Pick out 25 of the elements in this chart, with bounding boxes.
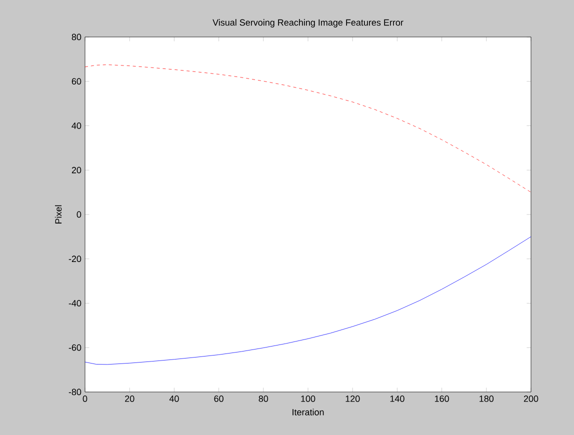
line-series bbox=[85, 64, 531, 192]
line-series bbox=[85, 236, 531, 365]
y-tick-label: -80 bbox=[68, 388, 82, 396]
y-tick-label: -20 bbox=[68, 256, 82, 262]
x-tick-label: 60 bbox=[214, 396, 224, 402]
y-tick-label: 80 bbox=[72, 34, 82, 40]
x-tick-label: 40 bbox=[169, 396, 179, 402]
x-tick-label: 120 bbox=[346, 396, 360, 402]
y-tick-label: 40 bbox=[72, 122, 82, 129]
y-axis-title: Pixel bbox=[54, 205, 62, 224]
x-tick-label: 100 bbox=[301, 396, 316, 402]
x-axis-title: Iteration bbox=[292, 408, 324, 416]
y-tick-label: 60 bbox=[72, 78, 82, 85]
x-tick-label: 0 bbox=[82, 396, 88, 402]
chart-title: Visual Servoing Reaching Image Features Error bbox=[212, 19, 404, 28]
x-tick-label: 180 bbox=[480, 396, 494, 402]
y-tick-label: -40 bbox=[68, 300, 82, 306]
y-tick-label: 0 bbox=[76, 211, 82, 218]
x-tick-label: 20 bbox=[125, 396, 134, 402]
x-tick-label: 160 bbox=[434, 396, 449, 402]
x-tick-label: 200 bbox=[524, 396, 538, 402]
y-tick-label: -60 bbox=[68, 344, 82, 351]
x-tick-label: 140 bbox=[390, 396, 404, 402]
x-tick-label: 80 bbox=[258, 396, 268, 402]
y-tick-label: 20 bbox=[72, 166, 82, 174]
